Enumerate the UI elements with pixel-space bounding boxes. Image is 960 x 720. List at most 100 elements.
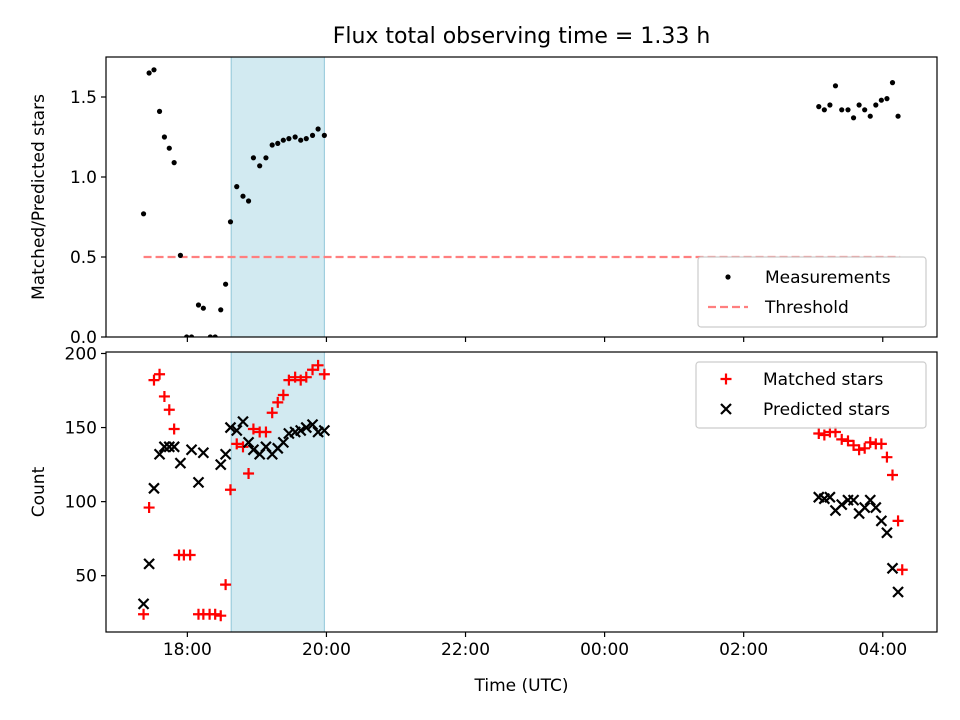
measurement-point (873, 102, 879, 108)
measurement-point (280, 137, 286, 143)
axes-frame (105, 56, 938, 338)
matched-stars-point (184, 549, 196, 561)
chart-title: Flux total observing time = 1.33 h (333, 24, 711, 49)
matched-stars-point (312, 359, 324, 371)
matched-stars-point (143, 502, 155, 514)
count-panel: 18:00 20:00 22:00 00:00 02:00 04:00 50 100 150 20… (29, 344, 938, 660)
predicted-stars-point (835, 498, 848, 511)
matched-stars-point (158, 390, 170, 402)
measurement-point (832, 83, 839, 89)
matched-stars-point (283, 374, 295, 386)
matched-stars-point (836, 433, 848, 445)
observing-span-highlight (230, 351, 325, 633)
measurement-point (867, 113, 873, 119)
measurement-point (245, 198, 252, 204)
x-tick-label: 20:00 (302, 640, 351, 660)
matched-stars-point (277, 389, 289, 401)
legend-predicted-marker (720, 403, 732, 415)
matched-stars-point (295, 374, 307, 386)
matched-stars-point (215, 610, 227, 622)
measurement-point (177, 252, 184, 258)
matched-stars-point (307, 364, 319, 376)
y-tick-label: 0.5 (70, 248, 97, 268)
matched-stars-point (168, 423, 180, 435)
measurement-point (250, 155, 257, 161)
matched-stars-point (842, 435, 854, 447)
matched-stars-point (318, 368, 330, 380)
matched-stars-point (859, 442, 871, 454)
matched-stars-point (260, 426, 272, 438)
x-tick-label: 22:00 (441, 640, 490, 660)
measurement-point (309, 132, 316, 138)
predicted-stars-point (881, 526, 893, 539)
matched-stars-point (875, 438, 887, 450)
predicted-stars-point (185, 444, 198, 456)
predicted-stars-point (858, 501, 871, 514)
measurement-point (816, 104, 822, 110)
predicted-stars-point (892, 586, 904, 598)
matched-stars-point (272, 396, 284, 408)
predicted-stars-point (148, 482, 160, 495)
measurement-point (195, 302, 202, 308)
legend-predicted-label: Predicted stars (763, 400, 890, 420)
y-tick-label: 200 (65, 344, 97, 364)
matched-stars-point (231, 438, 243, 450)
predicted-stars-point (197, 446, 210, 459)
legend-measurements-marker (725, 274, 731, 280)
measurement-point (200, 305, 206, 311)
y-tick-label: 0.0 (70, 328, 97, 348)
measurement-point (161, 134, 168, 140)
predicted-stars-point (237, 415, 249, 428)
measurement-point (166, 145, 172, 151)
measurement-point (171, 160, 177, 166)
y-tick-label: 100 (65, 493, 97, 513)
measurement-point (234, 184, 240, 190)
measurement-point (845, 107, 851, 113)
matched-stars-point (163, 404, 175, 416)
predicted-stars-point (277, 436, 290, 449)
y-tick-label: 150 (65, 419, 97, 439)
matched-stars-point (154, 368, 166, 380)
measurement-point (146, 70, 152, 76)
observing-span-highlight (230, 56, 325, 338)
measurement-point (263, 155, 269, 161)
matched-stars-point (848, 439, 860, 451)
measurement-point (884, 96, 890, 102)
predicted-stars-point (875, 515, 888, 527)
matched-stars-point (864, 436, 876, 448)
measurement-point (240, 193, 246, 199)
measurement-point (292, 134, 298, 140)
matched-stars-point (243, 467, 255, 479)
predicted-stars-point (318, 424, 331, 437)
x-tick-label: 02:00 (719, 640, 768, 660)
predicted-stars-point (137, 598, 150, 610)
axes-frame (105, 351, 938, 633)
predicted-stars-point (306, 418, 319, 431)
data-layer (137, 359, 908, 622)
measurement-point (223, 281, 229, 287)
y-axis-label: Count (29, 466, 49, 517)
measurement-point (140, 211, 147, 217)
predicted-stars-point (163, 441, 176, 453)
x-axis-label: Time (UTC) (474, 676, 569, 696)
matched-stars-point (220, 579, 232, 591)
measurement-point (895, 113, 901, 119)
measurement-point (207, 334, 213, 337)
x-tick-label: 00:00 (580, 640, 629, 660)
measurement-point (298, 137, 304, 143)
matched-stars-point (148, 374, 160, 386)
matched-stars-point (224, 484, 236, 496)
legend-matched-label: Matched stars (763, 370, 883, 390)
legend-box (697, 256, 927, 328)
legend-box (695, 361, 927, 429)
measurement-point (227, 219, 234, 225)
matched-stars-point (266, 407, 278, 419)
matched-stars-point (896, 564, 908, 576)
predicted-stars-point (230, 424, 243, 437)
y-axis-label: Matched/Predicted stars (29, 94, 49, 300)
matched-stars-point (886, 469, 898, 481)
measurement-point (856, 102, 862, 108)
predicted-stars-point (886, 562, 899, 575)
predicted-stars-point (174, 457, 187, 469)
